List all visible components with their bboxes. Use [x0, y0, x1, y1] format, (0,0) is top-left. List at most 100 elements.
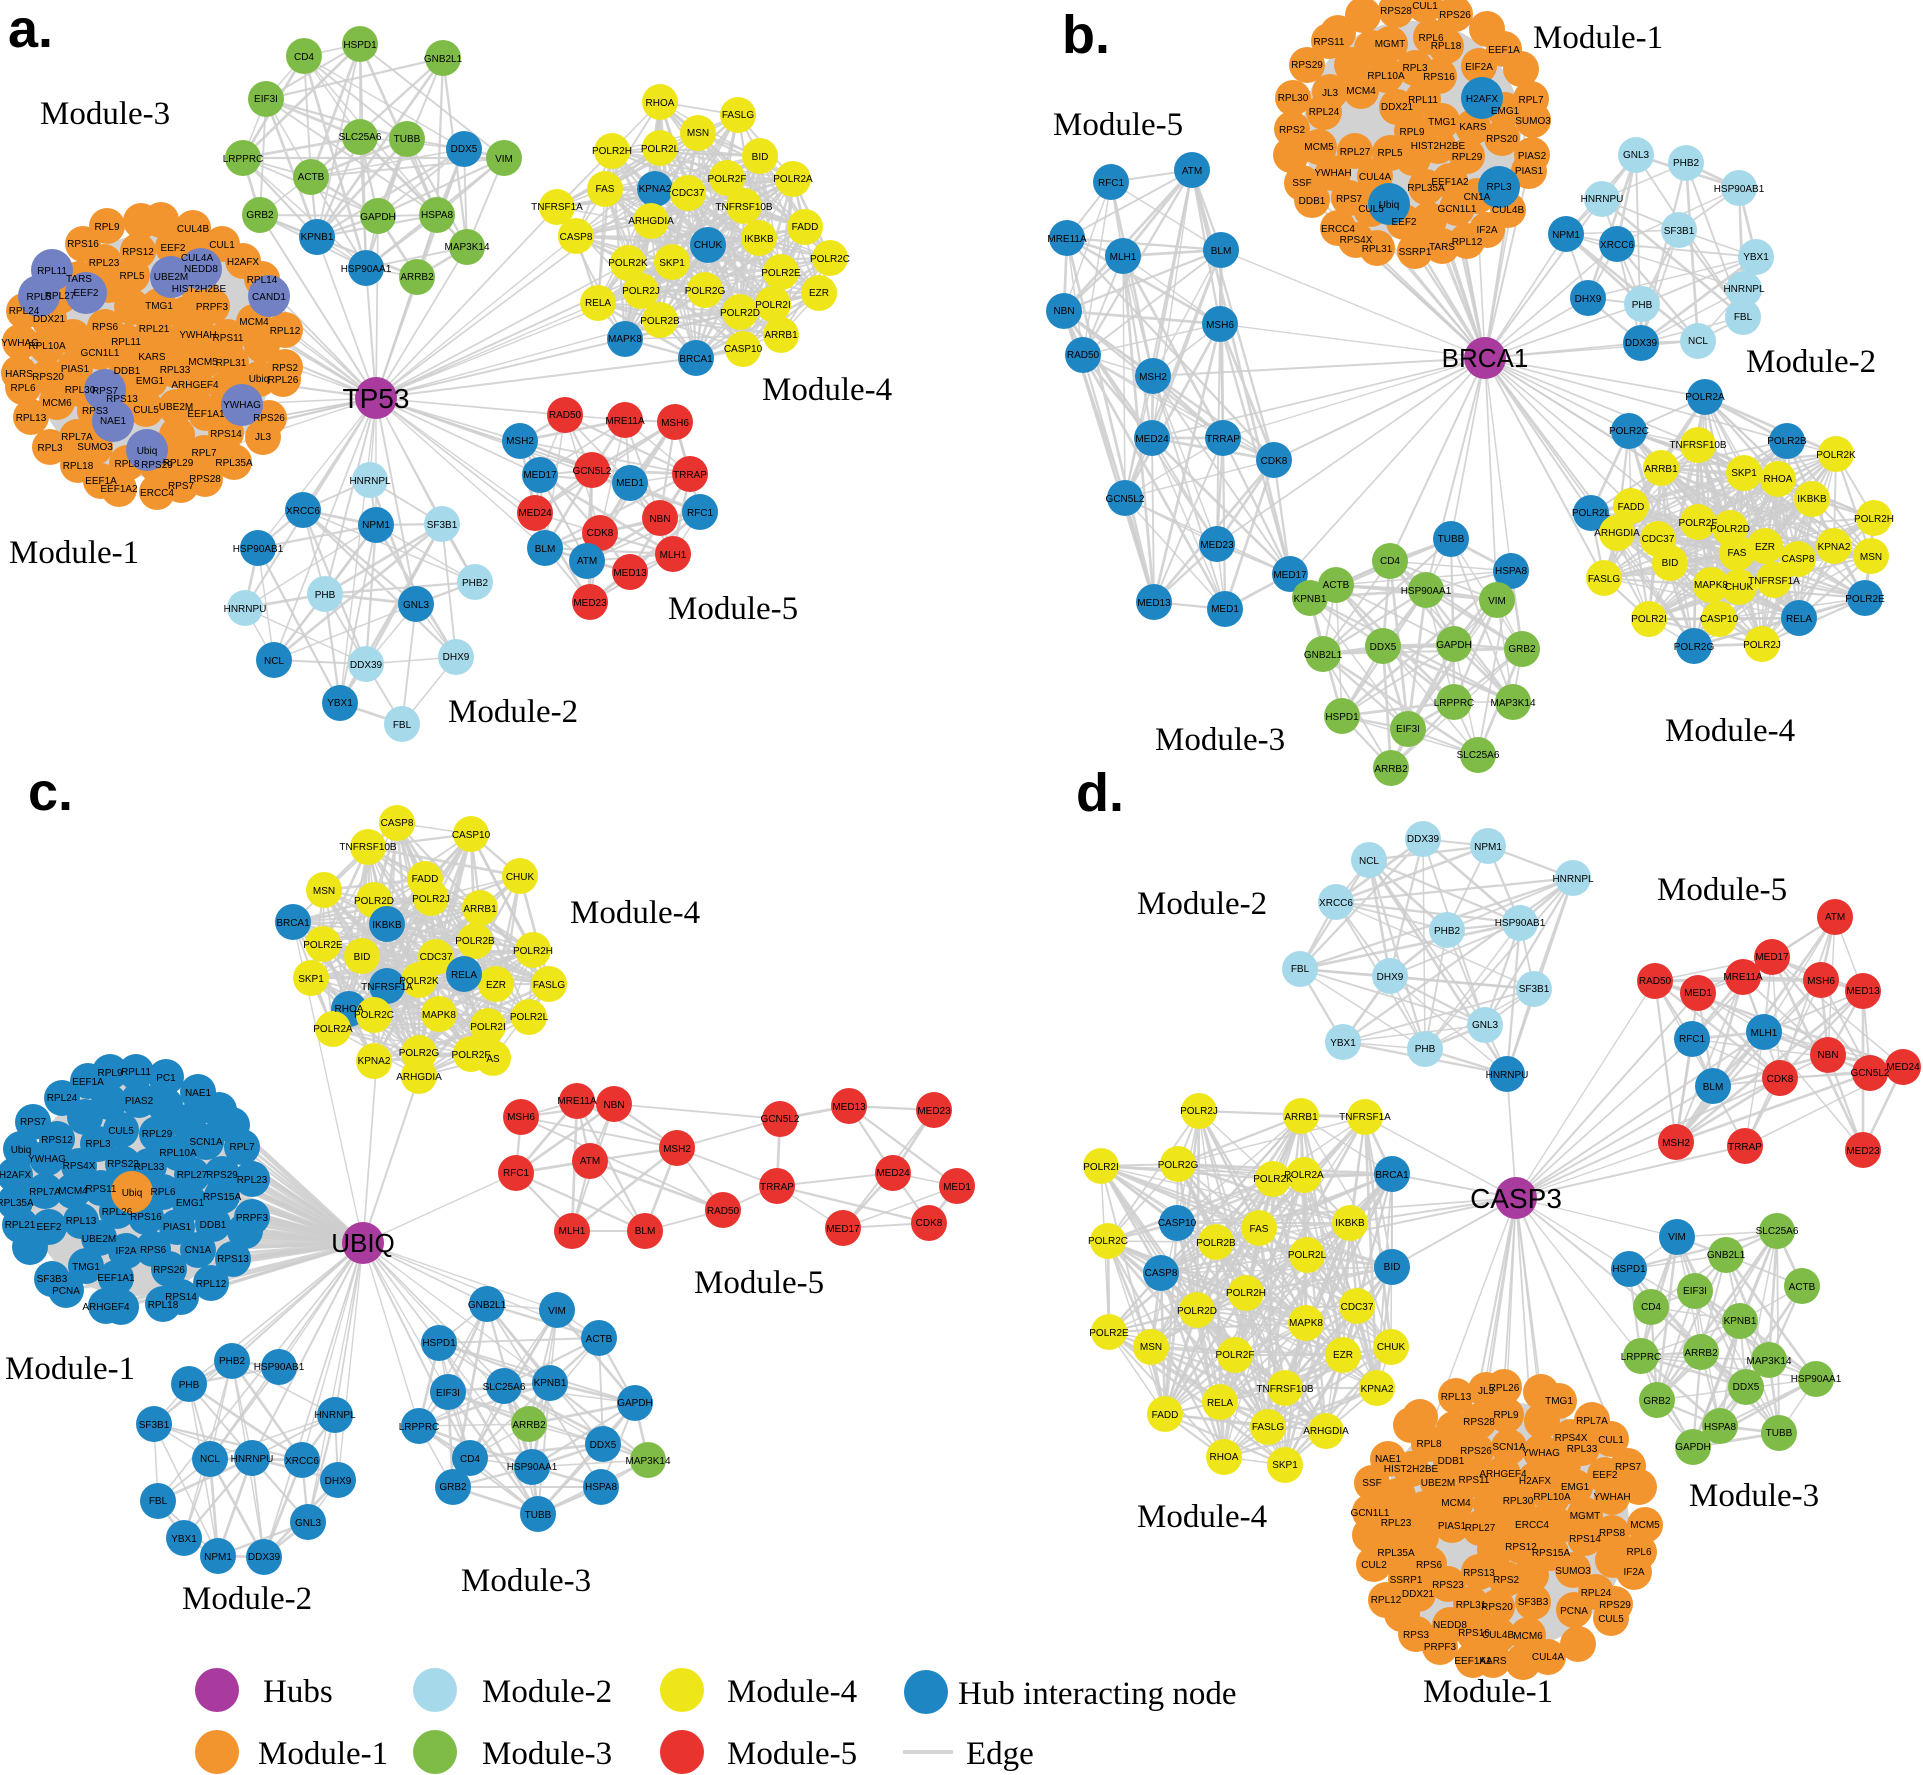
- svg-text:ATM: ATM: [1825, 912, 1845, 923]
- svg-text:LRPPRC: LRPPRC: [1621, 1352, 1662, 1363]
- svg-text:RPL6: RPL6: [10, 383, 35, 394]
- svg-text:POLR2L: POLR2L: [1288, 1250, 1327, 1261]
- svg-text:MSN: MSN: [687, 128, 709, 139]
- svg-text:CASP8: CASP8: [560, 232, 593, 243]
- svg-text:RPL26: RPL26: [102, 1207, 133, 1218]
- svg-text:SF3B1: SF3B1: [1664, 226, 1695, 237]
- svg-text:HNRNPL: HNRNPL: [314, 1410, 356, 1421]
- svg-text:SLC25A6: SLC25A6: [1756, 1226, 1799, 1237]
- svg-text:POLR2K: POLR2K: [399, 976, 439, 987]
- svg-text:PIAS1: PIAS1: [1515, 166, 1544, 177]
- svg-text:MCM5: MCM5: [1630, 1520, 1660, 1531]
- svg-text:YWHAH: YWHAH: [179, 330, 216, 341]
- svg-text:RPS14: RPS14: [210, 429, 242, 440]
- svg-text:CUL5: CUL5: [133, 405, 159, 416]
- svg-text:RELA: RELA: [1207, 1398, 1233, 1409]
- svg-text:NCL: NCL: [1359, 856, 1379, 867]
- svg-text:Module-4: Module-4: [762, 372, 892, 408]
- svg-text:EEF1A2: EEF1A2: [100, 484, 138, 495]
- svg-text:PRPF3: PRPF3: [1424, 1642, 1457, 1653]
- svg-text:EEF2: EEF2: [1391, 217, 1416, 228]
- svg-text:POLR2H: POLR2H: [513, 946, 553, 957]
- svg-text:DDX21: DDX21: [33, 314, 66, 325]
- svg-text:NPM1: NPM1: [362, 520, 390, 531]
- svg-text:MGMT: MGMT: [1570, 1511, 1601, 1522]
- svg-text:CUL5: CUL5: [1358, 204, 1384, 215]
- svg-text:HSPA8: HSPA8: [421, 210, 453, 221]
- svg-text:MED23: MED23: [1200, 540, 1234, 551]
- svg-text:CAND1: CAND1: [252, 292, 286, 303]
- svg-text:RPS16: RPS16: [130, 1212, 162, 1223]
- svg-text:POLR2K: POLR2K: [1816, 450, 1856, 461]
- svg-text:CHUK: CHUK: [1377, 1342, 1406, 1353]
- svg-text:KPNB1: KPNB1: [534, 1378, 567, 1389]
- svg-text:KPNA2: KPNA2: [358, 1056, 391, 1067]
- svg-text:RPS7: RPS7: [168, 481, 195, 492]
- svg-text:EMG1: EMG1: [136, 376, 165, 387]
- svg-text:GAPDH: GAPDH: [1436, 640, 1472, 651]
- svg-text:MLH1: MLH1: [660, 550, 687, 561]
- svg-text:MAPK8: MAPK8: [608, 334, 642, 345]
- svg-text:EIF3I: EIF3I: [1396, 724, 1420, 735]
- svg-text:H2AFX: H2AFX: [0, 1170, 31, 1181]
- svg-text:RPL11: RPL11: [37, 266, 67, 277]
- svg-text:FASLG: FASLG: [1252, 1422, 1284, 1433]
- svg-text:KPNB1: KPNB1: [1724, 1316, 1757, 1327]
- svg-text:Module-2: Module-2: [448, 694, 578, 730]
- svg-text:TRRAP: TRRAP: [1206, 434, 1240, 445]
- svg-text:FADD: FADD: [1618, 502, 1645, 513]
- svg-text:TNFRSF1A: TNFRSF1A: [531, 202, 583, 213]
- svg-text:GRB2: GRB2: [439, 1482, 467, 1493]
- svg-text:RFC1: RFC1: [687, 508, 714, 519]
- svg-text:POLR2C: POLR2C: [810, 254, 850, 265]
- svg-text:EIF3I: EIF3I: [254, 94, 278, 105]
- svg-text:MRE11A: MRE11A: [1723, 972, 1763, 983]
- svg-text:GCN5L2: GCN5L2: [761, 1114, 800, 1125]
- svg-text:IF2A: IF2A: [1623, 1567, 1644, 1578]
- svg-text:H2AFX: H2AFX: [1519, 1476, 1552, 1487]
- svg-text:POLR2B: POLR2B: [640, 316, 680, 327]
- svg-text:PRPF3: PRPF3: [236, 1213, 269, 1224]
- svg-text:d.: d.: [1076, 763, 1124, 823]
- svg-text:TMG1: TMG1: [145, 301, 173, 312]
- svg-text:GCN1L1: GCN1L1: [1438, 204, 1477, 215]
- svg-text:RAD50: RAD50: [707, 1206, 740, 1217]
- svg-text:RPS20: RPS20: [1481, 1602, 1513, 1613]
- svg-text:ARRB2: ARRB2: [1684, 1348, 1718, 1359]
- svg-text:TNFRSF10B: TNFRSF10B: [1669, 440, 1727, 451]
- svg-text:H2AFX: H2AFX: [1466, 94, 1499, 105]
- svg-text:DDX39: DDX39: [1625, 338, 1658, 349]
- svg-text:RPL7A: RPL7A: [61, 432, 93, 443]
- svg-text:TUBB: TUBB: [1766, 1428, 1793, 1439]
- svg-text:POLR2D: POLR2D: [720, 308, 760, 319]
- svg-text:GNB2L1: GNB2L1: [468, 1300, 507, 1311]
- svg-text:KARS: KARS: [1479, 1656, 1507, 1667]
- svg-text:POLR2I: POLR2I: [1631, 614, 1667, 625]
- svg-text:MAP3K14: MAP3K14: [1490, 698, 1535, 709]
- svg-text:SSRP1: SSRP1: [1399, 247, 1432, 258]
- svg-text:ARRB2: ARRB2: [400, 272, 434, 283]
- svg-text:ATM: ATM: [1182, 166, 1202, 177]
- svg-text:TARS: TARS: [66, 274, 92, 285]
- svg-text:FAS: FAS: [1728, 548, 1747, 559]
- svg-text:NEDD8: NEDD8: [1433, 1620, 1467, 1631]
- svg-text:Module-1: Module-1: [258, 1736, 388, 1772]
- svg-text:GNL3: GNL3: [403, 600, 430, 611]
- svg-text:YBX1: YBX1: [171, 1534, 197, 1545]
- svg-text:CASP8: CASP8: [381, 818, 414, 829]
- svg-text:Ubiq: Ubiq: [137, 446, 158, 457]
- svg-text:POLR2J: POLR2J: [412, 894, 450, 905]
- svg-text:PHB2: PHB2: [219, 1356, 246, 1367]
- svg-text:HARS: HARS: [5, 369, 33, 380]
- svg-text:HNRNPL: HNRNPL: [349, 476, 391, 487]
- svg-text:CUL4A: CUL4A: [1532, 1652, 1565, 1663]
- svg-text:CDC37: CDC37: [420, 952, 453, 963]
- svg-text:GAPDH: GAPDH: [360, 212, 396, 223]
- svg-text:RPL29: RPL29: [163, 458, 194, 469]
- svg-text:POLR2J: POLR2J: [1743, 640, 1781, 651]
- svg-text:RELA: RELA: [1786, 614, 1812, 625]
- svg-text:POLR2L: POLR2L: [1572, 508, 1611, 519]
- svg-text:TNFRSF10B: TNFRSF10B: [1256, 1384, 1314, 1395]
- svg-text:RPL24: RPL24: [1581, 1588, 1612, 1599]
- svg-text:POLR2F: POLR2F: [1679, 518, 1718, 529]
